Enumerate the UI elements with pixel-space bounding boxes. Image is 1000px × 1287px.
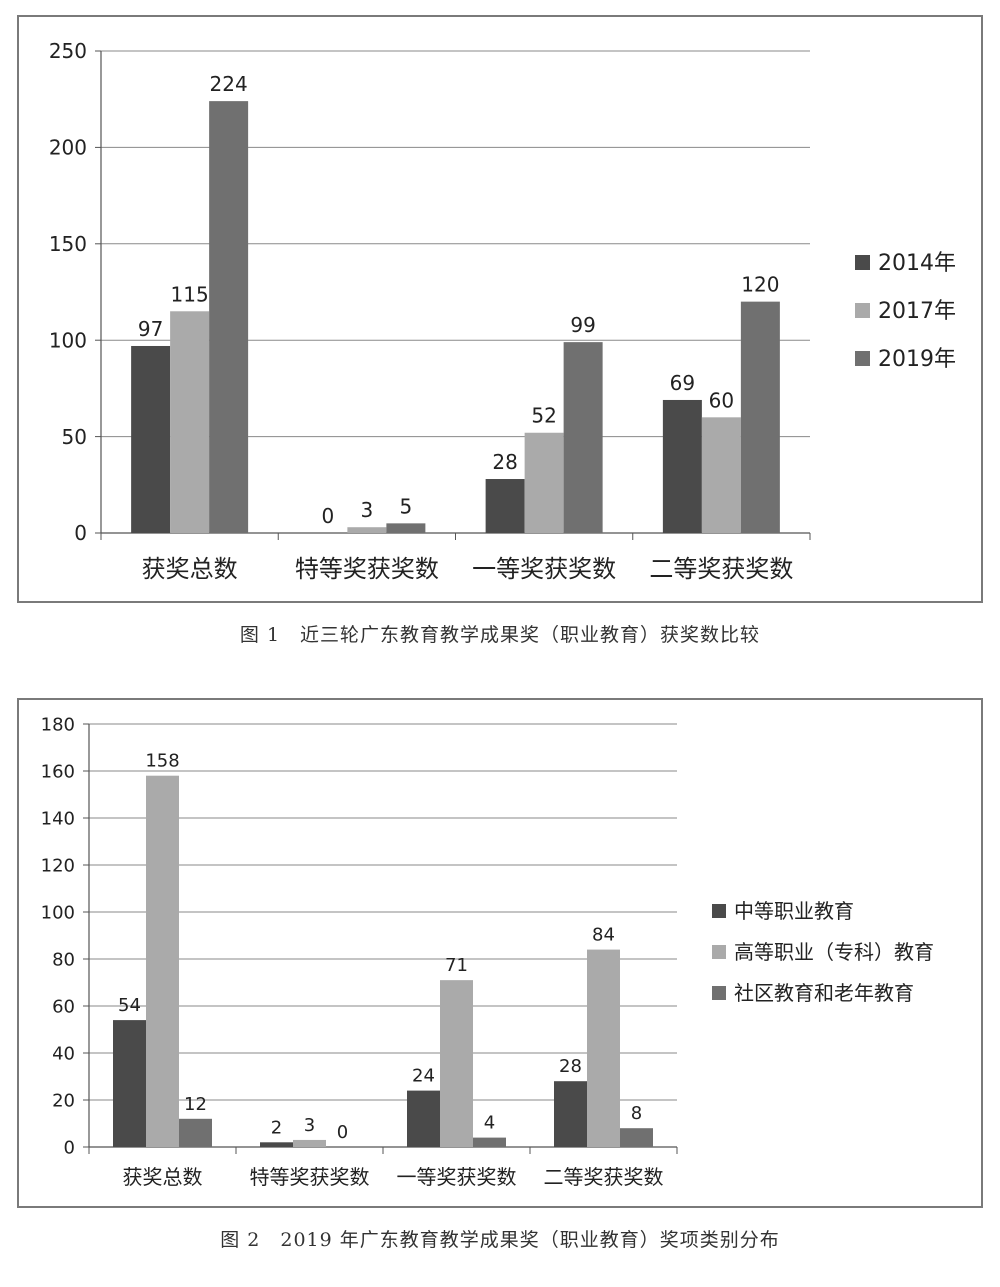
chart-2-caption: 图 2 2019 年广东教育教学成果奖（职业教育）奖项类别分布 bbox=[220, 1229, 780, 1251]
bar bbox=[485, 479, 525, 533]
x-category-label: 一等奖获奖数 bbox=[472, 555, 616, 583]
y-tick-label: 150 bbox=[49, 232, 87, 256]
bar bbox=[620, 1128, 653, 1147]
data-label: 0 bbox=[337, 1122, 348, 1143]
bar bbox=[473, 1137, 506, 1147]
y-tick-label: 160 bbox=[41, 761, 75, 782]
legend-label: 2019年 bbox=[878, 347, 956, 372]
data-label: 224 bbox=[210, 72, 248, 96]
data-label: 84 bbox=[592, 925, 615, 946]
bar bbox=[293, 1139, 326, 1147]
legend-swatch bbox=[712, 945, 726, 959]
data-label: 115 bbox=[171, 282, 209, 306]
x-category-label: 一等奖获奖数 bbox=[397, 1165, 517, 1189]
data-label: 97 bbox=[138, 317, 163, 341]
y-tick-label: 250 bbox=[49, 39, 87, 63]
data-label: 60 bbox=[709, 388, 734, 412]
y-tick-label: 120 bbox=[41, 855, 75, 876]
bar bbox=[113, 1020, 146, 1147]
x-category-label: 获奖总数 bbox=[142, 555, 238, 583]
data-label: 3 bbox=[304, 1115, 315, 1136]
bar bbox=[554, 1081, 587, 1147]
data-label: 24 bbox=[412, 1066, 435, 1087]
y-tick-label: 100 bbox=[49, 328, 87, 352]
bar bbox=[440, 980, 473, 1147]
x-category-label: 获奖总数 bbox=[123, 1165, 203, 1189]
y-tick-label: 140 bbox=[41, 808, 75, 829]
bar bbox=[386, 523, 426, 533]
bar bbox=[701, 417, 741, 533]
legend-swatch bbox=[855, 255, 870, 270]
data-label: 5 bbox=[400, 494, 413, 518]
bar bbox=[146, 775, 179, 1147]
data-label: 69 bbox=[670, 371, 695, 395]
data-label: 158 bbox=[145, 751, 179, 772]
y-tick-label: 60 bbox=[52, 996, 75, 1017]
data-label: 3 bbox=[361, 498, 374, 522]
y-tick-label: 100 bbox=[41, 902, 75, 923]
bar bbox=[563, 342, 603, 533]
legend-swatch bbox=[712, 986, 726, 1000]
legend-label: 中等职业教育 bbox=[734, 899, 854, 923]
bar bbox=[662, 399, 702, 533]
y-tick-label: 20 bbox=[52, 1090, 75, 1111]
data-label: 2 bbox=[271, 1117, 282, 1138]
y-tick-label: 0 bbox=[64, 1137, 75, 1158]
bar bbox=[347, 527, 387, 533]
legend-label: 2017年 bbox=[878, 299, 956, 324]
y-tick-label: 50 bbox=[62, 425, 87, 449]
data-label: 12 bbox=[184, 1094, 207, 1115]
x-category-label: 特等奖获奖数 bbox=[295, 555, 439, 583]
legend-swatch bbox=[855, 303, 870, 318]
chart-1: 0 50 100 150 200 250 97 115 224 获奖总数 0 3 5 特等奖获奖数 28 52… bbox=[49, 39, 956, 583]
data-label: 0 bbox=[322, 504, 335, 528]
bar bbox=[587, 949, 620, 1147]
x-category-label: 特等奖获奖数 bbox=[250, 1165, 370, 1189]
data-label: 28 bbox=[492, 450, 517, 474]
data-label: 28 bbox=[559, 1056, 582, 1077]
chart-2: 0 20 40 60 80 100 120 140 160 180 54 158 12 获奖总数 2 3 0 特等… bbox=[41, 714, 934, 1189]
bar bbox=[260, 1142, 293, 1147]
data-label: 8 bbox=[631, 1103, 642, 1124]
y-tick-label: 0 bbox=[74, 521, 87, 545]
bar bbox=[407, 1090, 440, 1147]
data-label: 52 bbox=[531, 404, 556, 428]
x-category-label: 二等奖获奖数 bbox=[649, 555, 793, 583]
data-label: 99 bbox=[570, 313, 595, 337]
legend-label: 社区教育和老年教育 bbox=[734, 981, 914, 1005]
legend-swatch bbox=[855, 351, 870, 366]
bar bbox=[131, 345, 171, 533]
bar bbox=[170, 311, 210, 533]
data-label: 120 bbox=[741, 273, 779, 297]
chart-1-caption: 图 1 近三轮广东教育教学成果奖（职业教育）获奖数比较 bbox=[239, 624, 761, 646]
y-tick-label: 40 bbox=[52, 1043, 75, 1064]
bar bbox=[740, 301, 780, 533]
x-category-label: 二等奖获奖数 bbox=[544, 1165, 664, 1189]
legend-label: 高等职业（专科）教育 bbox=[734, 940, 934, 964]
legend-label: 2014年 bbox=[878, 251, 956, 276]
legend-swatch bbox=[712, 904, 726, 918]
y-tick-label: 180 bbox=[41, 714, 75, 735]
bar bbox=[179, 1118, 212, 1147]
data-label: 71 bbox=[445, 955, 468, 976]
bar bbox=[209, 101, 249, 534]
bar bbox=[524, 432, 564, 533]
y-tick-label: 80 bbox=[52, 949, 75, 970]
data-label: 4 bbox=[484, 1113, 495, 1134]
y-tick-label: 200 bbox=[49, 136, 87, 160]
data-label: 54 bbox=[118, 995, 141, 1016]
